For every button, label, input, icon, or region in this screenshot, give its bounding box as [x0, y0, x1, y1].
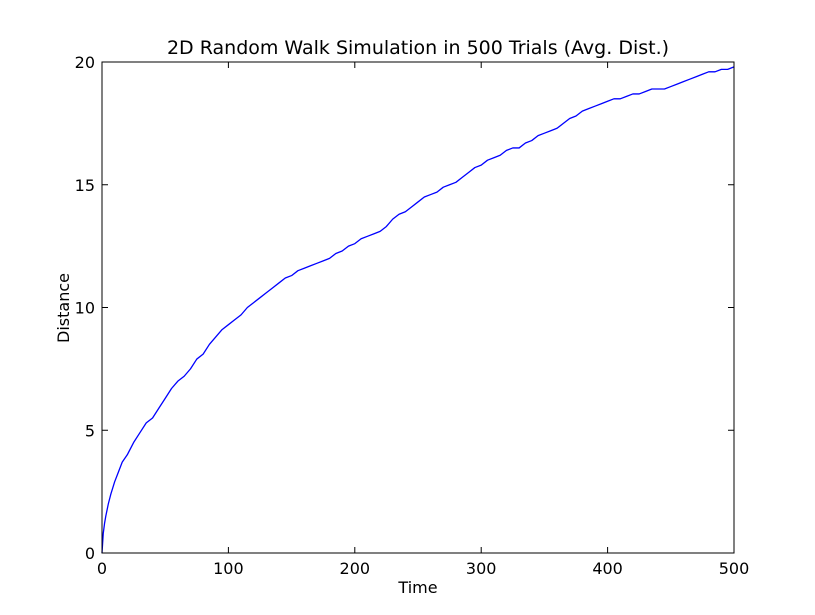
x-tick-label: 200: [340, 559, 371, 578]
x-tick-label: 400: [592, 559, 623, 578]
x-axis-label: Time: [397, 578, 437, 597]
y-tick-label: 5: [85, 421, 95, 440]
x-tick-label: 300: [466, 559, 497, 578]
series-line-0: [101, 66, 735, 554]
y-tick-label: 10: [75, 299, 95, 318]
y-tick-label: 15: [75, 176, 95, 195]
x-tick-label: 0: [97, 559, 107, 578]
y-tick-label: 0: [85, 544, 95, 563]
plot-area: 0 100 200 300 400 500 0 5 10 15 20: [75, 53, 750, 578]
y-axis-label: Distance: [54, 273, 73, 343]
x-tick-label: 100: [213, 559, 244, 578]
y-tick-label: 20: [75, 53, 95, 72]
chart-title: 2D Random Walk Simulation in 500 Trials …: [167, 37, 669, 59]
x-tick-label: 500: [719, 559, 750, 578]
